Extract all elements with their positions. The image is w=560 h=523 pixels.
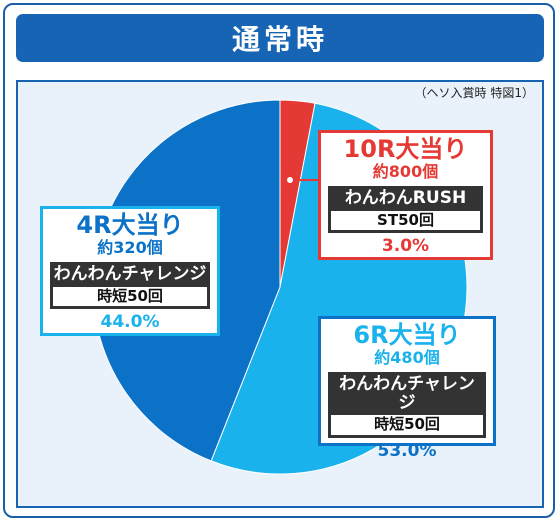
mode-box-10r: わんわんRUSH ST50回 bbox=[328, 186, 483, 234]
slice-count-4r: 約320個 bbox=[97, 238, 163, 257]
leader-dot bbox=[285, 175, 295, 185]
slice-percent-4r: 44.0% bbox=[100, 312, 160, 333]
mode-sub-6r: 時短50回 bbox=[331, 415, 483, 435]
mode-sub-10r: ST50回 bbox=[331, 210, 480, 231]
callout-4r: 4R大当り 約320個 わんわんチャレンジ 時短50回 44.0% bbox=[40, 206, 220, 336]
mode-label-10r: わんわんRUSH bbox=[344, 188, 467, 208]
mode-box-6r: わんわんチャレンジ 時短50回 bbox=[328, 372, 486, 438]
slice-label-6r: 6R大当り bbox=[353, 321, 461, 349]
slice-count-10r: 約800個 bbox=[372, 162, 439, 181]
callout-6r: 6R大当り 約480個 わんわんチャレンジ 時短50回 53.0% bbox=[318, 316, 496, 459]
note-text: （ヘソ入賞時 特図1） bbox=[414, 86, 534, 100]
slice-label-10r: 10R大当り bbox=[343, 135, 468, 163]
mode-label-6r: わんわんチャレンジ bbox=[339, 374, 475, 413]
callout-10r: 10R大当り 約800個 わんわんRUSH ST50回 3.0% bbox=[318, 130, 493, 260]
slice-percent-10r: 3.0% bbox=[381, 236, 430, 257]
page-title: 通常時 bbox=[16, 14, 544, 62]
slice-count-6r: 約480個 bbox=[374, 348, 440, 367]
mode-box-4r: わんわんチャレンジ 時短50回 bbox=[50, 262, 210, 310]
mode-label-4r: わんわんチャレンジ bbox=[53, 264, 207, 284]
slice-percent-6r: 53.0% bbox=[377, 440, 437, 461]
mode-sub-4r: 時短50回 bbox=[53, 286, 207, 307]
slice-label-4r: 4R大当り bbox=[76, 211, 184, 239]
